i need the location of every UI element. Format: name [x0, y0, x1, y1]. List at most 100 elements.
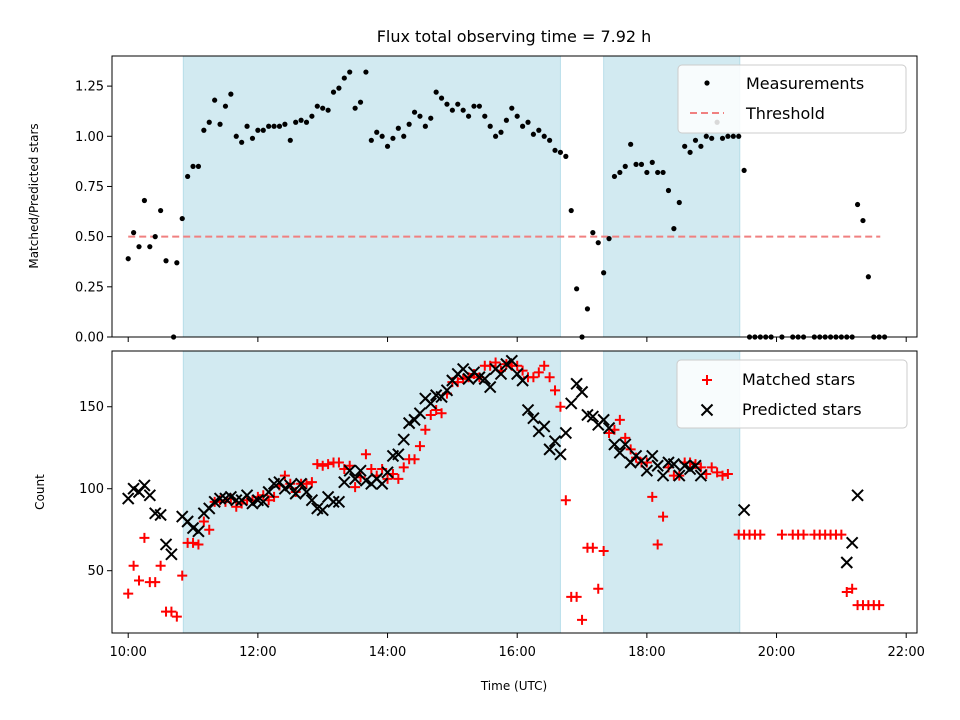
matched-star-marker	[528, 372, 539, 383]
predicted-star-marker	[505, 354, 519, 368]
x-tick-label: 14:00	[369, 645, 406, 660]
matched-star-marker	[620, 432, 631, 443]
measurement-point	[854, 201, 861, 208]
predicted-star-marker	[619, 438, 632, 451]
measurement-point	[676, 199, 682, 206]
measurement-point	[617, 169, 623, 176]
measurement-point	[622, 163, 628, 169]
measurement-point	[152, 234, 158, 240]
measurement-point	[411, 109, 418, 115]
predicted-star-marker	[548, 434, 562, 448]
predicted-star-marker	[597, 413, 610, 427]
measurement-point	[422, 123, 428, 129]
predicted-star-marker	[483, 380, 497, 394]
shaded-interval	[182, 350, 561, 634]
measurement-point	[692, 137, 699, 143]
predicted-star-marker	[640, 464, 654, 477]
y-tick-label: 50	[87, 564, 104, 579]
matched-star-marker	[712, 467, 723, 478]
y-tick-label: 0.50	[75, 230, 104, 245]
top-legend: Measurements Threshold	[677, 64, 907, 134]
measurement-point	[563, 153, 569, 159]
measurement-point	[314, 103, 320, 109]
top-y-ticks: 0.00 0.25 0.50 0.75 1.00 1.25	[75, 80, 112, 346]
measurement-point	[341, 75, 347, 81]
predicted-star-marker	[737, 503, 751, 517]
top-chart-title: Flux total observing time = 7.92 h	[377, 27, 652, 46]
matched-star-marker	[598, 546, 609, 557]
predicted-star-marker	[138, 479, 151, 492]
matched-star-marker	[134, 575, 145, 586]
bottom-axes-frame	[111, 350, 918, 634]
measurement-point	[357, 99, 364, 105]
measurement-point	[174, 260, 180, 266]
measurement-point	[417, 113, 423, 119]
matched-star-marker	[323, 459, 334, 470]
predicted-star-marker	[565, 397, 578, 410]
predicted-star-marker	[694, 469, 708, 482]
bottom-x-ticks: 10:00 12:00 14:00 16:00 18:00 20:00 22:00	[109, 633, 925, 660]
matched-star-marker	[539, 360, 550, 371]
matched-star-marker	[409, 454, 420, 465]
measurement-point	[633, 161, 639, 167]
predicted-star-marker	[840, 556, 853, 569]
matched-star-marker	[560, 495, 571, 506]
predicted-star-marker	[300, 485, 313, 499]
measurement-point	[655, 169, 661, 176]
matched-star-marker	[658, 511, 669, 522]
matched-star-marker	[587, 542, 598, 553]
predicted-star-marker	[343, 464, 356, 477]
matched-star-marker	[490, 357, 501, 368]
matched-star-marker	[414, 441, 425, 452]
measurement-point	[865, 274, 871, 280]
predicted-star-marker	[316, 503, 329, 517]
predicted-star-marker	[257, 495, 270, 509]
predicted-star-marker	[262, 485, 275, 499]
bottom-shaded-intervals	[182, 350, 741, 634]
matched-star-marker	[333, 457, 344, 468]
predicted-star-marker	[143, 489, 157, 502]
matched-star-marker	[431, 405, 442, 416]
top-y-axis-label: Matched/Predicted stars	[27, 123, 41, 268]
matched-star-marker	[204, 524, 215, 535]
measurement-point	[390, 135, 396, 141]
measurement-point	[266, 123, 272, 129]
measurement-point	[185, 173, 191, 180]
measurement-point	[520, 123, 526, 129]
predicted-star-marker	[381, 466, 394, 479]
predicted-star-marker	[348, 472, 362, 486]
predicted-star-markers	[122, 354, 864, 569]
predicted-star-marker	[656, 469, 670, 482]
predicted-star-marker	[527, 412, 540, 425]
matched-star-marker	[755, 529, 766, 540]
measurement-point	[233, 133, 239, 139]
measurement-point	[682, 143, 688, 149]
legend-frame	[676, 359, 908, 429]
legend-frame	[677, 64, 907, 134]
measurement-point	[276, 123, 283, 129]
measurement-point	[611, 173, 618, 180]
matched-star-marker	[317, 460, 328, 471]
measurement-point	[471, 103, 477, 109]
matched-star-marker	[166, 606, 177, 617]
measurement-point	[384, 143, 391, 149]
predicted-star-marker	[165, 548, 178, 561]
measurement-point	[476, 103, 482, 109]
x-tick-label: 22:00	[887, 645, 924, 660]
legend-dot-marker	[704, 80, 710, 86]
predicted-star-marker	[667, 457, 681, 471]
predicted-star-marker	[516, 374, 529, 387]
matched-star-marker	[544, 372, 555, 383]
matched-star-marker	[652, 539, 663, 550]
measurement-point	[336, 85, 342, 91]
predicted-star-marker	[586, 410, 600, 423]
predicted-star-marker	[284, 479, 297, 492]
matched-star-marker	[717, 470, 728, 481]
measurement-point	[228, 91, 234, 97]
legend-label-measurements: Measurements	[746, 74, 864, 93]
matched-star-marker	[571, 591, 582, 602]
matched-star-marker	[231, 501, 242, 512]
predicted-star-marker	[635, 454, 648, 468]
measurement-point	[217, 121, 223, 127]
